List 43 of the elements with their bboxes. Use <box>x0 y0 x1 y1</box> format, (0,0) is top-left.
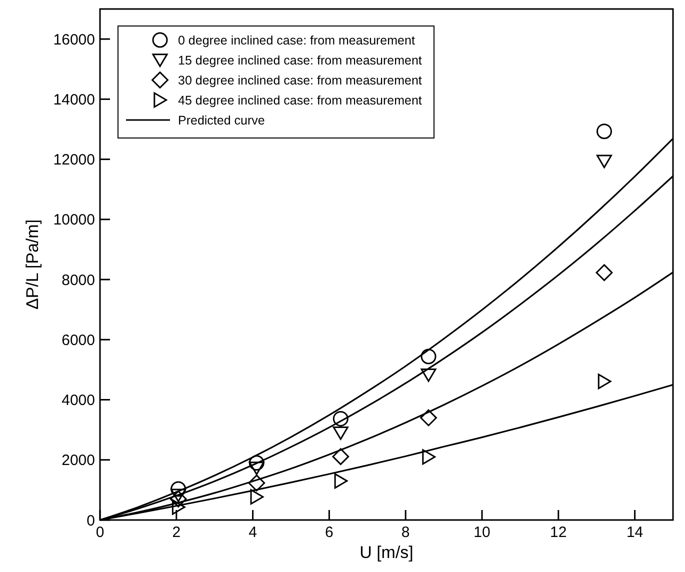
y-tick-label: 8000 <box>62 272 95 289</box>
y-tick-label: 2000 <box>62 452 95 470</box>
point <box>248 462 264 476</box>
x-tick-label: 8 <box>401 524 410 541</box>
point <box>596 264 613 282</box>
point <box>250 489 264 505</box>
x-tick-label: 6 <box>325 524 334 541</box>
legend-label: Predicted curve <box>178 113 265 128</box>
x-tick-label: 10 <box>474 524 490 541</box>
x-tick-label: 2 <box>172 524 181 541</box>
y-tick-label: 10000 <box>53 212 95 229</box>
y-tick-label: 4000 <box>62 392 95 410</box>
point <box>420 368 436 382</box>
point <box>332 426 348 440</box>
y-axis-title: ΔP/L [Pa/m] <box>23 219 42 310</box>
legend-label: 45 degree inclined case: from measurement <box>178 93 422 108</box>
x-tick-label: 12 <box>550 524 567 541</box>
point <box>170 488 186 502</box>
y-tick-label: 14000 <box>53 91 95 108</box>
point <box>248 455 264 471</box>
point <box>332 410 348 426</box>
point <box>170 481 186 497</box>
legend-label: 30 degree inclined case: from measurement <box>178 73 422 88</box>
y-tick-label: 6000 <box>62 332 95 349</box>
point <box>170 490 187 508</box>
point <box>332 448 350 466</box>
point <box>420 409 437 426</box>
point <box>172 499 186 515</box>
point <box>420 348 436 364</box>
y-tick-label: 16000 <box>53 31 95 48</box>
point <box>422 449 436 465</box>
point <box>596 124 612 140</box>
y-tick-label: 0 <box>86 512 95 530</box>
legend-label: 0 degree inclined case: from measurement <box>178 33 416 48</box>
x-tick-label: 4 <box>248 524 257 541</box>
legend-label: 15 degree inclined case: from measurement <box>178 53 422 68</box>
y-tick-label: 12000 <box>53 152 95 169</box>
x-tick-label: 14 <box>626 524 644 541</box>
x-axis-title: U [m/s] <box>360 543 414 562</box>
point <box>248 474 266 492</box>
point <box>596 154 612 168</box>
point <box>598 374 612 390</box>
point <box>334 473 348 489</box>
